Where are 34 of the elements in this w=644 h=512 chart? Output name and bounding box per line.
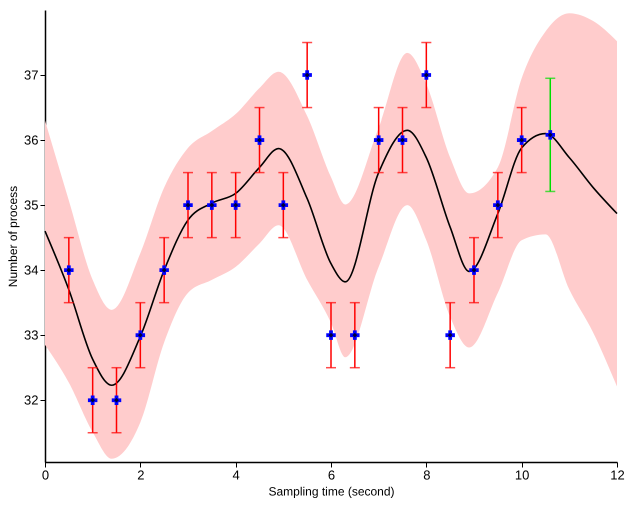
point xyxy=(326,330,336,340)
point xyxy=(398,135,408,145)
point xyxy=(64,265,74,275)
point xyxy=(493,200,503,210)
point xyxy=(278,200,288,210)
point xyxy=(374,135,384,145)
x-tick-label: 4 xyxy=(232,468,240,482)
x-tick-label: 0 xyxy=(42,468,50,482)
point xyxy=(302,70,312,80)
y-axis-title: Number of process xyxy=(6,186,20,288)
x-axis-title: Sampling time (second) xyxy=(268,484,395,498)
point xyxy=(183,200,193,210)
y-tick-label: 37 xyxy=(24,68,38,83)
point xyxy=(422,70,432,80)
y-tick-label: 32 xyxy=(24,392,38,408)
point xyxy=(88,395,98,405)
point xyxy=(112,395,122,405)
point xyxy=(469,265,479,275)
x-tick-label: 6 xyxy=(328,468,336,482)
x-tick-label: 8 xyxy=(423,468,430,482)
line-series xyxy=(44,130,618,386)
point xyxy=(350,330,360,340)
x-tick-label: 12 xyxy=(610,468,625,482)
point xyxy=(445,330,455,340)
point xyxy=(516,135,526,145)
point xyxy=(230,200,240,210)
y-tick-label: 35 xyxy=(24,198,38,213)
y-tick-label: 33 xyxy=(24,328,38,343)
y-tick-label: 34 xyxy=(24,262,38,278)
y-tick-label: 36 xyxy=(24,132,38,148)
point xyxy=(254,135,264,145)
x-tick-label: 10 xyxy=(514,468,530,482)
x-tick-label: 2 xyxy=(137,468,144,482)
point xyxy=(546,130,556,140)
